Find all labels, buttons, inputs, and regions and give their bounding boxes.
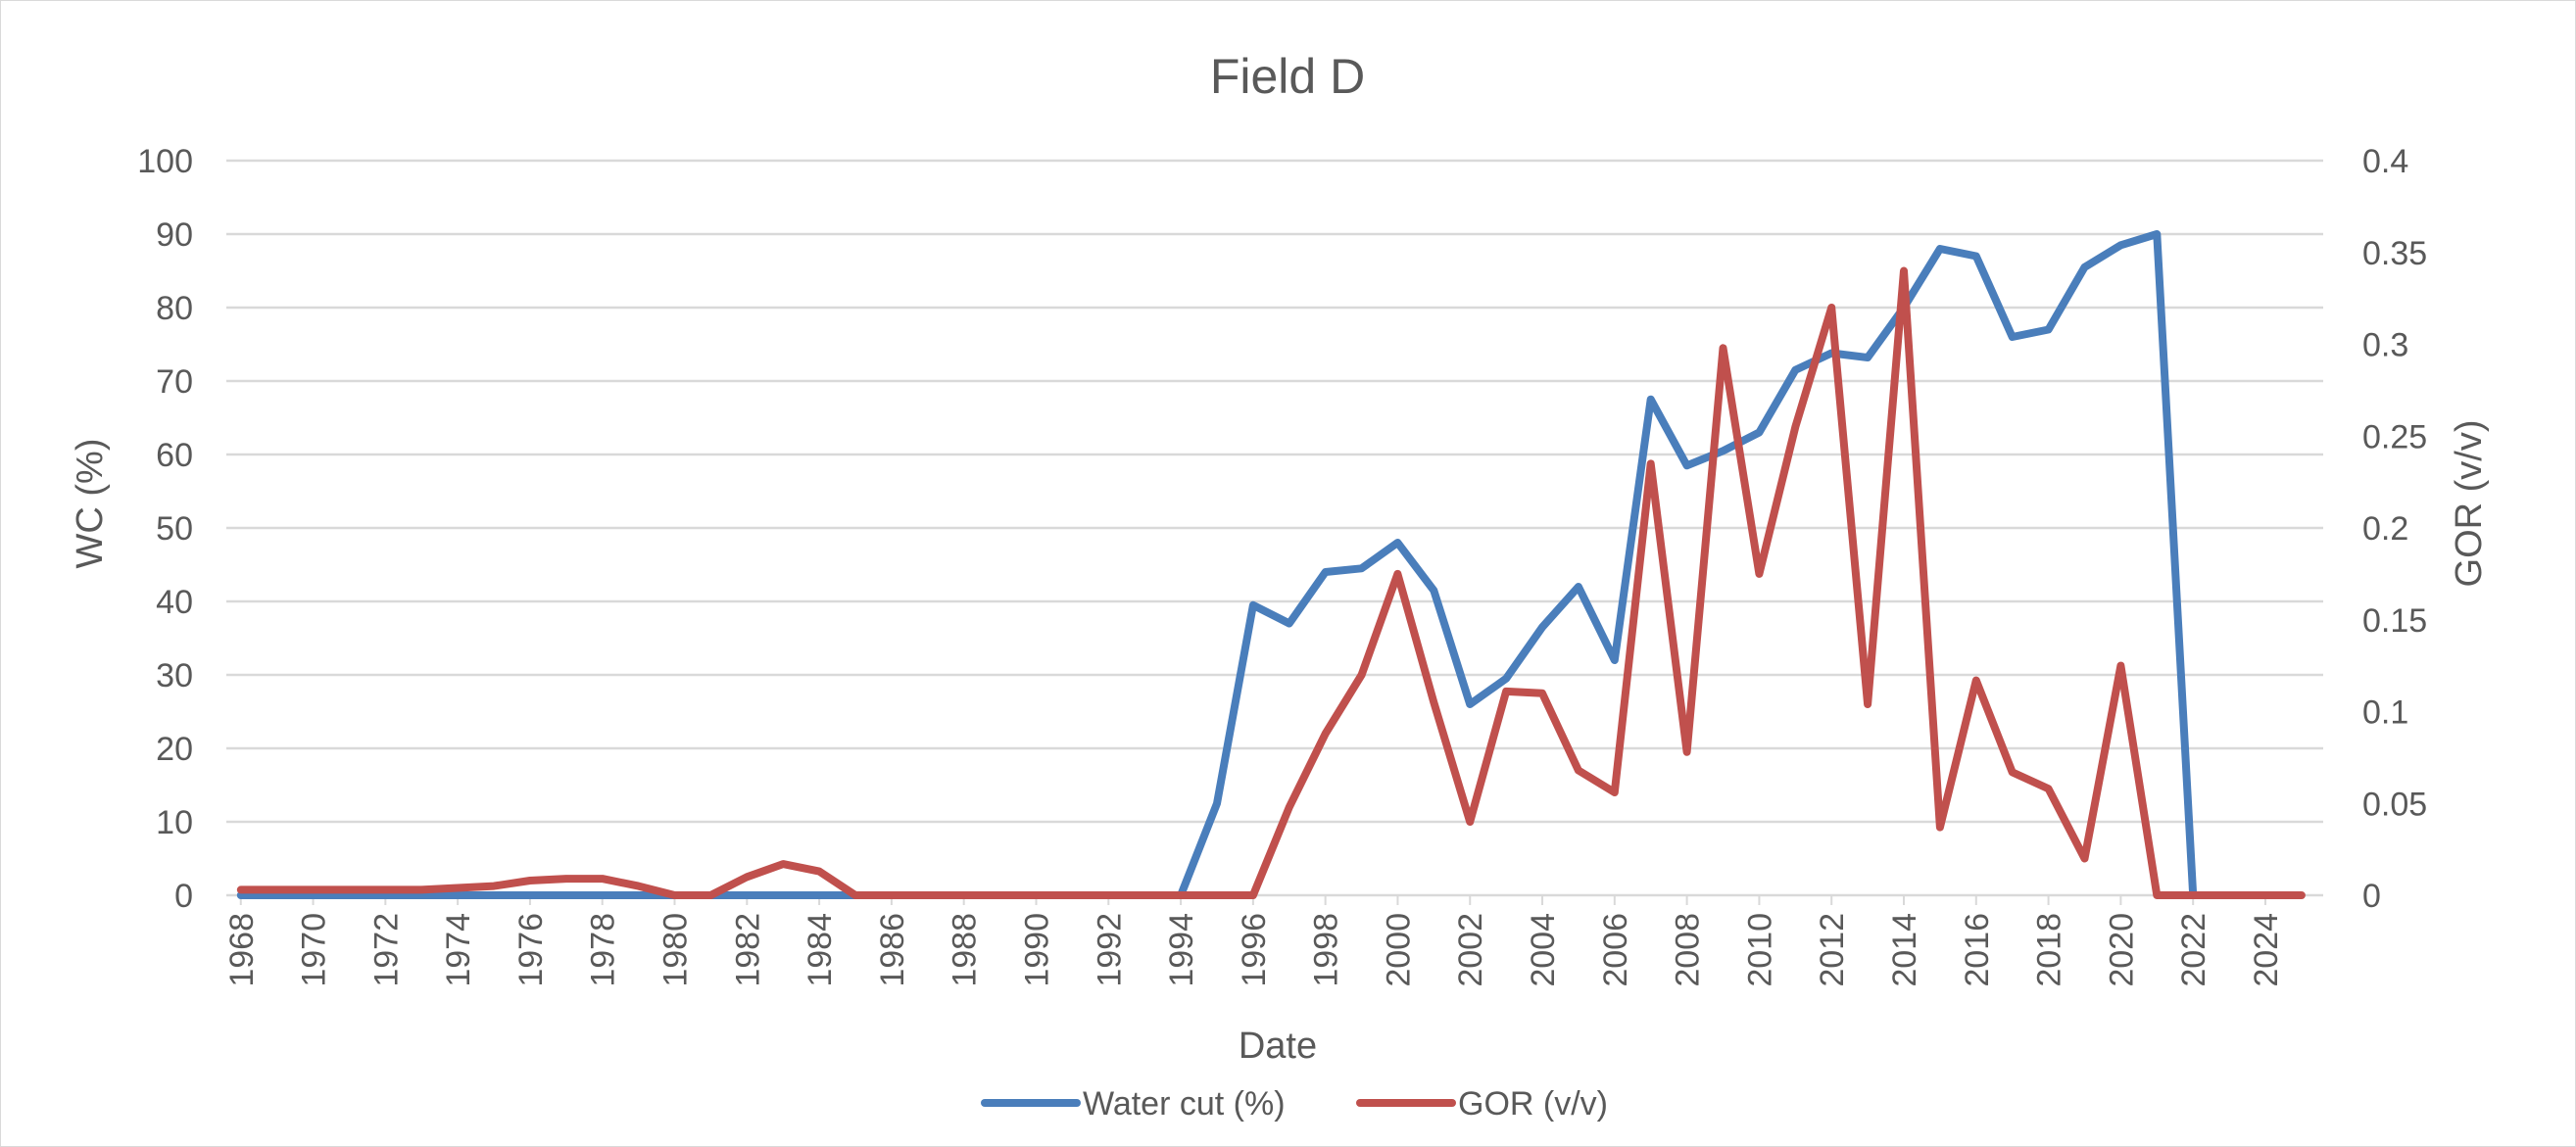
y-tick-label: 30 xyxy=(156,657,193,694)
x-tick-label: 2006 xyxy=(1597,913,1634,987)
y2-tick-label: 0.35 xyxy=(2362,235,2427,272)
x-tick-label: 2020 xyxy=(2103,913,2140,987)
left-axis-ticks: 0 10 20 30 40 50 60 70 80 90 100 xyxy=(137,143,193,915)
x-tick-label: 2008 xyxy=(1670,913,1707,987)
x-tick-label: 2012 xyxy=(1814,913,1851,987)
x-tick-label: 1994 xyxy=(1163,913,1200,987)
x-tick-label: 1974 xyxy=(440,913,477,987)
x-tick-label: 1978 xyxy=(585,913,622,987)
y2-tick-label: 0.2 xyxy=(2362,510,2408,548)
series-line-0 xyxy=(236,230,2198,899)
gridlines xyxy=(226,159,2323,897)
right-axis-ticks: 0 0.05 0.1 0.15 0.2 0.25 0.3 0.35 0.4 xyxy=(2362,143,2427,915)
series-lines xyxy=(236,230,2306,899)
x-tick-label: 2024 xyxy=(2248,913,2285,987)
x-tick-label: 1968 xyxy=(223,913,261,987)
legend-label: Water cut (%) xyxy=(1083,1085,1286,1123)
y-tick-label: 10 xyxy=(156,804,193,841)
x-tick-label: 1972 xyxy=(367,913,405,987)
y2-tick-label: 0 xyxy=(2362,878,2381,915)
x-tick-label: 1970 xyxy=(296,913,333,987)
y-tick-label: 60 xyxy=(156,437,193,474)
x-tick-label: 2010 xyxy=(1741,913,1778,987)
y-tick-label: 90 xyxy=(156,216,193,254)
x-tick-label: 2014 xyxy=(1886,913,1923,987)
y-tick-label: 50 xyxy=(156,510,193,548)
series-line-1 xyxy=(236,266,2306,899)
x-tick-label: 1980 xyxy=(657,913,695,987)
x-tick-label: 1996 xyxy=(1236,913,1273,987)
x-axis-title: Date xyxy=(1239,1026,1317,1067)
x-axis-ticks: 1968 1970 1972 1974 1976 1978 1980 1982 1984 1986… xyxy=(223,895,2285,987)
x-tick-label: 2002 xyxy=(1452,913,1489,987)
x-tick-label: 1990 xyxy=(1018,913,1055,987)
x-tick-label: 2000 xyxy=(1380,913,1417,987)
x-tick-label: 1982 xyxy=(729,913,766,987)
x-tick-label: 1986 xyxy=(874,913,911,987)
x-tick-label: 1988 xyxy=(947,913,984,987)
y-tick-label: 0 xyxy=(174,878,193,915)
y2-tick-label: 0.15 xyxy=(2362,602,2427,640)
x-tick-label: 2016 xyxy=(1959,913,1996,987)
x-tick-label: 2018 xyxy=(2031,913,2068,987)
y2-tick-label: 0.05 xyxy=(2362,786,2427,823)
y2-axis-title: GOR (v/v) xyxy=(2449,420,2490,588)
x-tick-label: 1992 xyxy=(1091,913,1128,987)
y2-tick-label: 0.3 xyxy=(2362,327,2408,364)
y2-tick-label: 0.4 xyxy=(2362,143,2408,180)
x-tick-label: 2004 xyxy=(1525,913,1562,987)
legend: Water cut (%) GOR (v/v) xyxy=(981,1085,1608,1123)
y2-tick-label: 0.1 xyxy=(2362,694,2408,732)
y-tick-label: 100 xyxy=(137,143,193,180)
x-tick-label: 1998 xyxy=(1308,913,1345,987)
y-tick-label: 20 xyxy=(156,731,193,768)
y-tick-label: 70 xyxy=(156,363,193,401)
x-tick-label: 1984 xyxy=(802,913,839,987)
chart-title: Field D xyxy=(1210,49,1365,104)
y-tick-label: 40 xyxy=(156,584,193,621)
legend-label: GOR (v/v) xyxy=(1458,1085,1608,1123)
y-axis-title: WC (%) xyxy=(70,439,111,569)
x-tick-label: 2022 xyxy=(2175,913,2212,987)
y-tick-label: 80 xyxy=(156,290,193,327)
y2-tick-label: 0.25 xyxy=(2362,418,2427,455)
x-tick-label: 1976 xyxy=(512,913,550,987)
